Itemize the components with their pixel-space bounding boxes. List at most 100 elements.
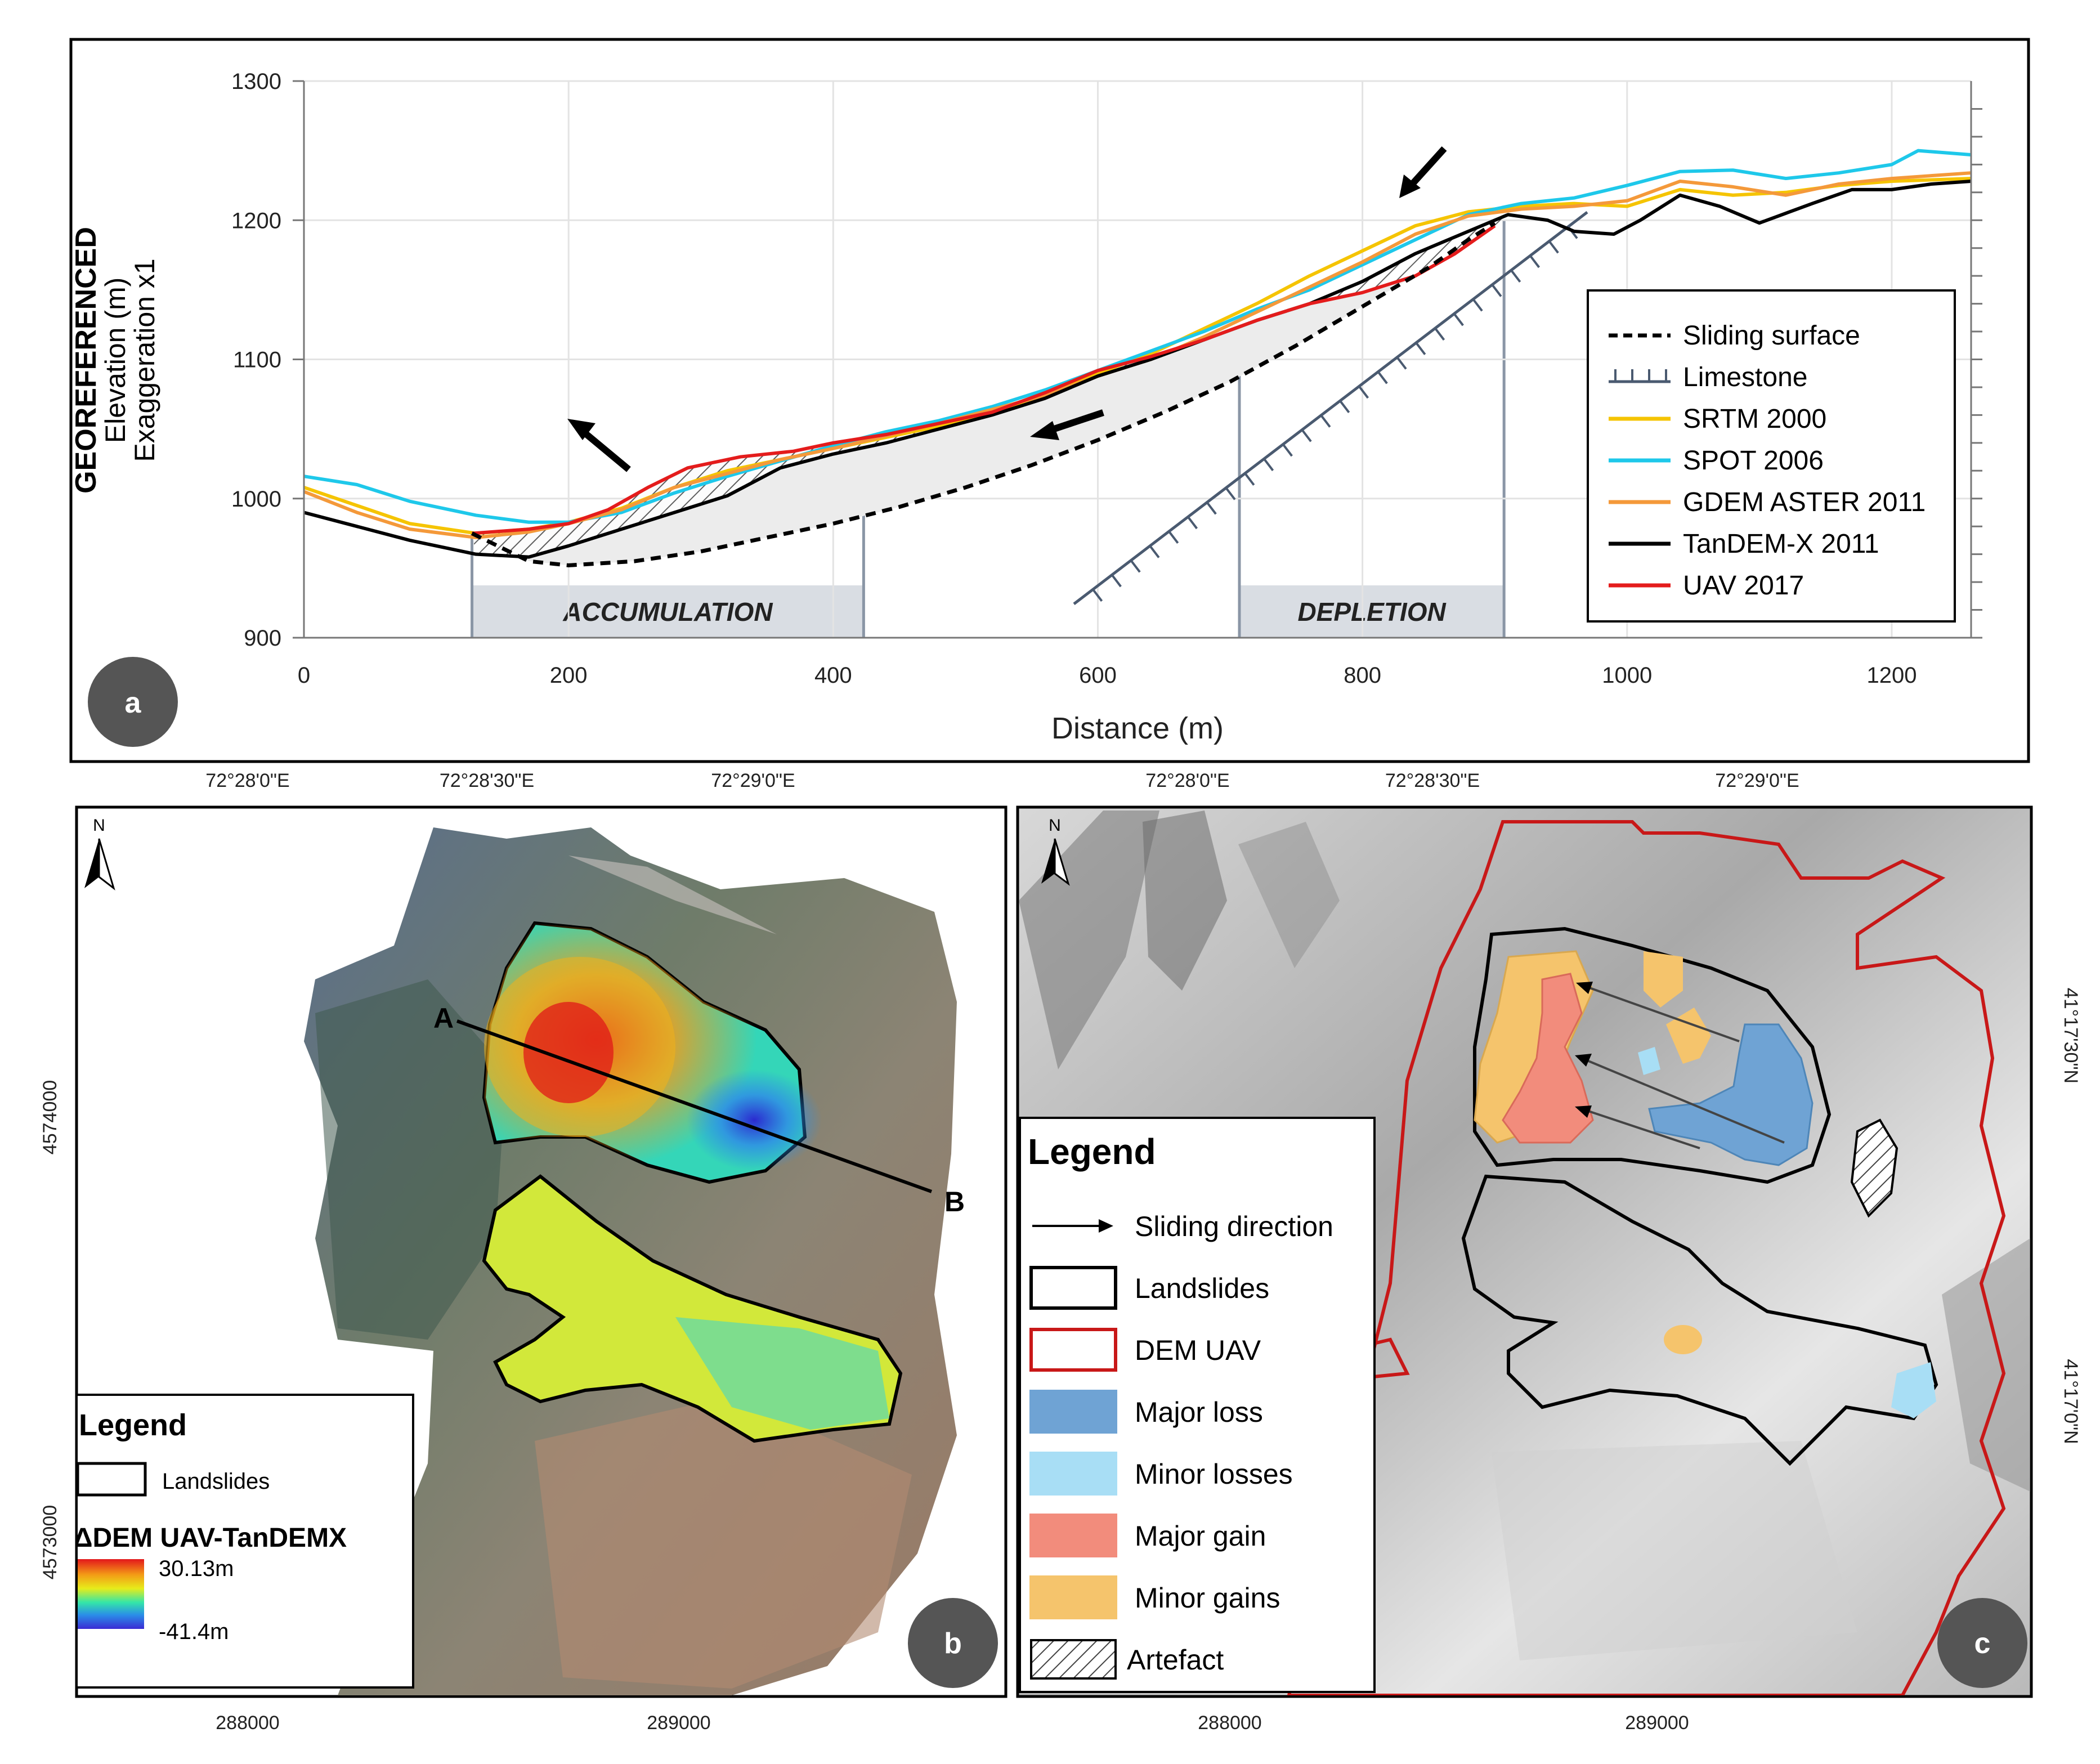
legend-item: TanDEM-X 2011 bbox=[1609, 529, 1879, 559]
c-legend-swatch bbox=[1030, 1639, 1117, 1680]
ylabel-exaggeration: Exaggeration x1 bbox=[129, 258, 160, 462]
north-label-c: N bbox=[1049, 816, 1061, 835]
sliding-direction-1-head bbox=[1576, 982, 1593, 994]
panel-c-badge-label: c bbox=[1974, 1627, 1991, 1660]
panel-b-badge bbox=[908, 1598, 998, 1688]
c-legend-item: Artefact bbox=[1030, 1639, 1224, 1680]
limestone-tick bbox=[1206, 502, 1217, 515]
panel-c-badge bbox=[1937, 1598, 2027, 1688]
limestone-tick bbox=[1377, 371, 1388, 384]
b-legend-ramp-min: -41.4m bbox=[159, 1619, 229, 1644]
x-tick-label: 0 bbox=[298, 663, 310, 688]
b-legend-ramp-title: ΔDEM UAV-TanDEMX bbox=[73, 1523, 347, 1553]
artefact-area bbox=[1850, 1118, 1898, 1218]
hillshade-ridge-3 bbox=[1238, 822, 1340, 968]
limestone-tick bbox=[1529, 255, 1541, 268]
sliding-direction-3 bbox=[1581, 1108, 1700, 1149]
c-right-tick-1: 41°17'30"N bbox=[2060, 988, 2081, 1084]
minor-losses-center bbox=[1638, 1047, 1660, 1075]
north-arrow-c-left-half bbox=[1041, 839, 1055, 884]
forest-patch bbox=[315, 979, 507, 1340]
panel-c-right-ticks: 41°17'30"N 41°17'0"N bbox=[2060, 988, 2081, 1444]
c-legend-swatch bbox=[1029, 1390, 1117, 1434]
hillshade-valley bbox=[1492, 1441, 1857, 1660]
limestone-tick bbox=[1244, 472, 1255, 486]
arrow-middle bbox=[1051, 409, 1104, 433]
ylabel-bold: GEOREFERENCED bbox=[70, 227, 102, 494]
b-top-tick-3: 72°29'0"E bbox=[711, 770, 795, 791]
limestone-tick bbox=[1320, 414, 1331, 428]
c-legend-item: Major loss bbox=[1029, 1390, 1263, 1434]
profile-point-b: B bbox=[944, 1186, 965, 1217]
arrow-depletion-head bbox=[1399, 174, 1421, 198]
c-legend-label: DEM UAV bbox=[1135, 1335, 1261, 1366]
ddem-lower-minor-loss bbox=[675, 1317, 889, 1430]
panel-c-map: N Legend Sliding direction Landslides DEM … bbox=[1019, 811, 2030, 1695]
road-trace bbox=[568, 856, 777, 934]
c-legend-swatch bbox=[1029, 1452, 1117, 1496]
panel-b-legend: Legend Landslides ΔDEM UAV-TanDEMX 30.13… bbox=[73, 1394, 414, 1689]
legend-label: SPOT 2006 bbox=[1683, 446, 1824, 476]
c-legend-label: Sliding direction bbox=[1135, 1211, 1333, 1242]
c-legend-item: Minor gains bbox=[1029, 1575, 1280, 1619]
limestone-tick bbox=[1491, 284, 1502, 297]
axis-tick-labels: 900 1000 1100 1200 1300 0 200 400 600 800 1000 1200 bbox=[231, 69, 1917, 688]
arrow-accumulation bbox=[583, 431, 631, 472]
major-loss bbox=[1648, 1023, 1814, 1166]
limestone-tick bbox=[1301, 429, 1312, 442]
minor-gains-center bbox=[1666, 1008, 1711, 1064]
y-tick-label: 1000 bbox=[231, 487, 281, 512]
limestone-tick bbox=[1415, 342, 1426, 355]
legend-item: SPOT 2006 bbox=[1609, 446, 1824, 476]
hillshade-ridge-1 bbox=[1019, 811, 1159, 1069]
arrow-middle-head bbox=[1030, 421, 1059, 440]
panel-a-badge-label: a bbox=[125, 687, 142, 719]
b-legend-box bbox=[78, 1394, 414, 1689]
limestone-tick bbox=[1187, 516, 1198, 530]
major-gain bbox=[1502, 973, 1594, 1144]
limestone-tick bbox=[1282, 444, 1293, 457]
landslide-lower bbox=[1461, 1174, 1938, 1466]
minor-gains-lower bbox=[1664, 1325, 1702, 1354]
b-legend-ramp-max: 30.13m bbox=[159, 1556, 234, 1581]
hillshade-ridge-4 bbox=[1942, 1238, 2030, 1492]
x-tick-label: 1200 bbox=[1866, 663, 1917, 688]
x-tick-label: 1000 bbox=[1602, 663, 1652, 688]
sliding-direction-2 bbox=[1581, 1057, 1785, 1144]
legend-item: SRTM 2000 bbox=[1609, 404, 1826, 434]
c-legend-swatch bbox=[1029, 1328, 1117, 1372]
panel-b-top-ticks: 72°28'0"E 72°28'30"E 72°29'0"E bbox=[205, 770, 795, 791]
c-legend-swatch bbox=[1029, 1266, 1117, 1310]
y-axis-title: GEOREFERENCED Elevation (m) Exaggeration… bbox=[70, 227, 160, 494]
legend-label: Limestone bbox=[1683, 362, 1807, 392]
limestone-tick bbox=[1472, 298, 1483, 312]
north-arrow-c-right-half bbox=[1054, 838, 1070, 886]
zone-depletion-label: DEPLETION bbox=[1297, 597, 1446, 626]
sliding-direction-1 bbox=[1581, 984, 1740, 1042]
c-top-tick-1: 72°28'0"E bbox=[1145, 770, 1229, 791]
c-legend-label: Major loss bbox=[1135, 1396, 1263, 1428]
b-left-tick-2: 4573000 bbox=[39, 1505, 61, 1579]
x-axis-title: Distance (m) bbox=[1051, 711, 1224, 745]
panel-c-bottom-ticks: 288000 289000 bbox=[1198, 1712, 1689, 1734]
limestone-tick bbox=[1149, 545, 1160, 558]
zone-accumulation: ACCUMULATION bbox=[471, 445, 865, 638]
limestone-tick bbox=[1548, 240, 1559, 254]
b-top-tick-1: 72°28'0"E bbox=[205, 770, 289, 791]
legend-item: Limestone bbox=[1609, 362, 1807, 392]
c-top-tick-3: 72°29'0"E bbox=[1715, 770, 1799, 791]
x-tick-label: 600 bbox=[1079, 663, 1117, 688]
c-legend-item: DEM UAV bbox=[1029, 1328, 1261, 1372]
ddem-peak-gain bbox=[523, 1002, 614, 1103]
c-legend-label: Minor losses bbox=[1135, 1458, 1293, 1490]
x-tick-label: 400 bbox=[814, 663, 852, 688]
zone-depletion: DEPLETION bbox=[1238, 220, 1506, 638]
y-tick-label: 1300 bbox=[231, 69, 281, 94]
panel-b-bottom-ticks: 288000 289000 bbox=[216, 1712, 710, 1734]
c-legend-title: Legend bbox=[1028, 1131, 1156, 1172]
hillshade-ridge-2 bbox=[1143, 811, 1227, 991]
legend-item: Sliding surface bbox=[1609, 321, 1860, 351]
ylabel-elevation: Elevation (m) bbox=[100, 277, 131, 444]
x-tick-label: 200 bbox=[550, 663, 588, 688]
limestone-tick bbox=[1358, 386, 1369, 399]
